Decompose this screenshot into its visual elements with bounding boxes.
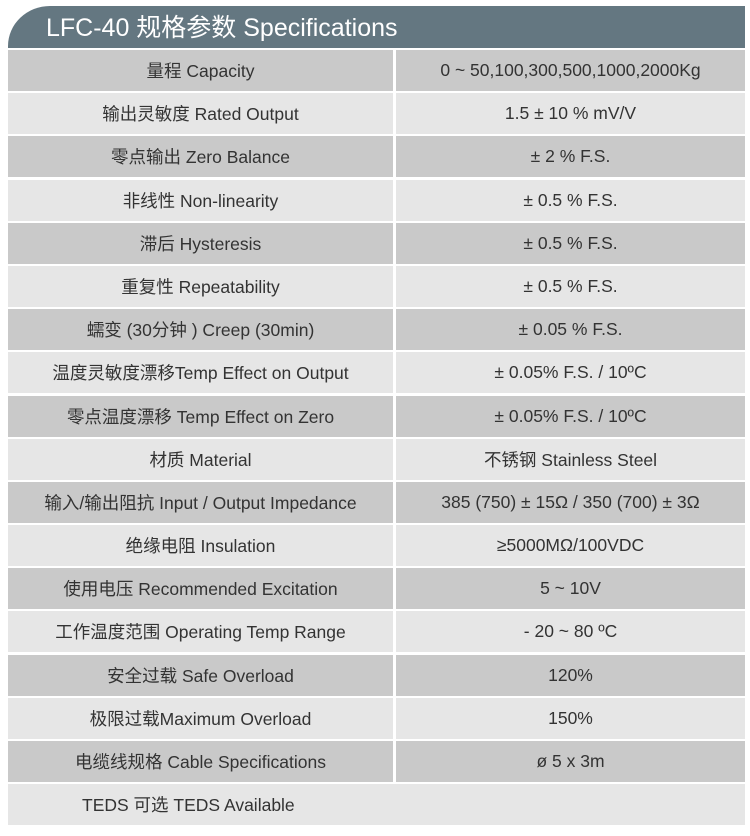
spec-value: ≥5000MΩ/100VDC (396, 525, 745, 567)
spec-label: 非线性 Non-linearity (8, 179, 393, 221)
spec-label: 重复性 Repeatability (8, 265, 393, 307)
spec-value: 120% (396, 654, 745, 696)
spec-label: 蠕变 (30分钟 ) Creep (30min) (8, 309, 393, 351)
spec-row: 量程 Capacity 0 ~ 50,100,300,500,1000,2000K… (8, 50, 745, 91)
spec-value: 1.5 ± 10 % mV/V (396, 93, 745, 135)
spec-label: 极限过载Maximum Overload (8, 697, 393, 739)
spec-label: 输入/输出阻抗 Input / Output Impedance (8, 481, 393, 523)
spec-row: 极限过载Maximum Overload 150% (8, 697, 745, 739)
spec-row: 使用电压 Recommended Excitation 5 ~ 10V (8, 568, 745, 610)
spec-row: 蠕变 (30分钟 ) Creep (30min) ± 0.05 % F.S. (8, 309, 745, 351)
spec-row: 非线性 Non-linearity ± 0.5 % F.S. (8, 179, 745, 221)
spec-value: ± 2 % F.S. (396, 136, 745, 178)
spec-label: 安全过载 Safe Overload (8, 654, 393, 696)
spec-row: 材质 Material 不锈钢 Stainless Steel (8, 438, 745, 480)
spec-row: 输入/输出阻抗 Input / Output Impedance 385 (750… (8, 481, 745, 523)
spec-value: ± 0.05 % F.S. (396, 309, 745, 351)
spec-row: 重复性 Repeatability ± 0.5 % F.S. (8, 265, 745, 307)
spec-row: 绝缘电阻 Insulation ≥5000MΩ/100VDC (8, 525, 745, 567)
spec-title: LFC-40 规格参数 Specifications (46, 14, 398, 42)
spec-value: ± 0.5 % F.S. (396, 265, 745, 307)
spec-row: 零点温度漂移 Temp Effect on Zero ± 0.05% F.S. /… (8, 395, 745, 437)
spec-row: 电缆线规格 Cable Specifications ø 5 x 3m (8, 741, 745, 782)
spec-label: TEDS 可选 TEDS Available (8, 784, 745, 826)
spec-label: 输出灵敏度 Rated Output (8, 93, 393, 135)
spec-table: 量程 Capacity 0 ~ 50,100,300,500,1000,2000K… (8, 50, 745, 827)
spec-row: 安全过载 Safe Overload 120% (8, 654, 745, 696)
spec-label: 工作温度范围 Operating Temp Range (8, 611, 393, 653)
spec-label: 材质 Material (8, 438, 393, 480)
spec-label: 使用电压 Recommended Excitation (8, 568, 393, 610)
spec-label: 温度灵敏度漂移Temp Effect on Output (8, 352, 393, 394)
spec-label: 滞后 Hysteresis (8, 222, 393, 264)
spec-value: - 20 ~ 80 ºC (396, 611, 745, 653)
spec-value: ± 0.05% F.S. / 10ºC (396, 352, 745, 394)
spec-title-banner: LFC-40 规格参数 Specifications (8, 6, 745, 48)
spec-label: 量程 Capacity (8, 50, 393, 91)
spec-row: TEDS 可选 TEDS Available (8, 784, 745, 826)
spec-value: 5 ~ 10V (396, 568, 745, 610)
spec-value: 不锈钢 Stainless Steel (396, 438, 745, 480)
spec-label: 绝缘电阻 Insulation (8, 525, 393, 567)
spec-row: 温度灵敏度漂移Temp Effect on Output ± 0.05% F.S.… (8, 352, 745, 394)
spec-value: 150% (396, 697, 745, 739)
spec-value: ± 0.5 % F.S. (396, 179, 745, 221)
spec-row: 零点输出 Zero Balance ± 2 % F.S. (8, 136, 745, 178)
spec-row: 工作温度范围 Operating Temp Range - 20 ~ 80 ºC (8, 611, 745, 653)
spec-row: 输出灵敏度 Rated Output 1.5 ± 10 % mV/V (8, 93, 745, 135)
spec-label: 零点温度漂移 Temp Effect on Zero (8, 395, 393, 437)
spec-value: 0 ~ 50,100,300,500,1000,2000Kg (396, 50, 745, 91)
spec-value: 385 (750) ± 15Ω / 350 (700) ± 3Ω (396, 481, 745, 523)
spec-value: ± 0.05% F.S. / 10ºC (396, 395, 745, 437)
spec-value: ø 5 x 3m (396, 741, 745, 782)
spec-label: 电缆线规格 Cable Specifications (8, 741, 393, 782)
spec-label: 零点输出 Zero Balance (8, 136, 393, 178)
spec-row: 滞后 Hysteresis ± 0.5 % F.S. (8, 222, 745, 264)
spec-value: ± 0.5 % F.S. (396, 222, 745, 264)
